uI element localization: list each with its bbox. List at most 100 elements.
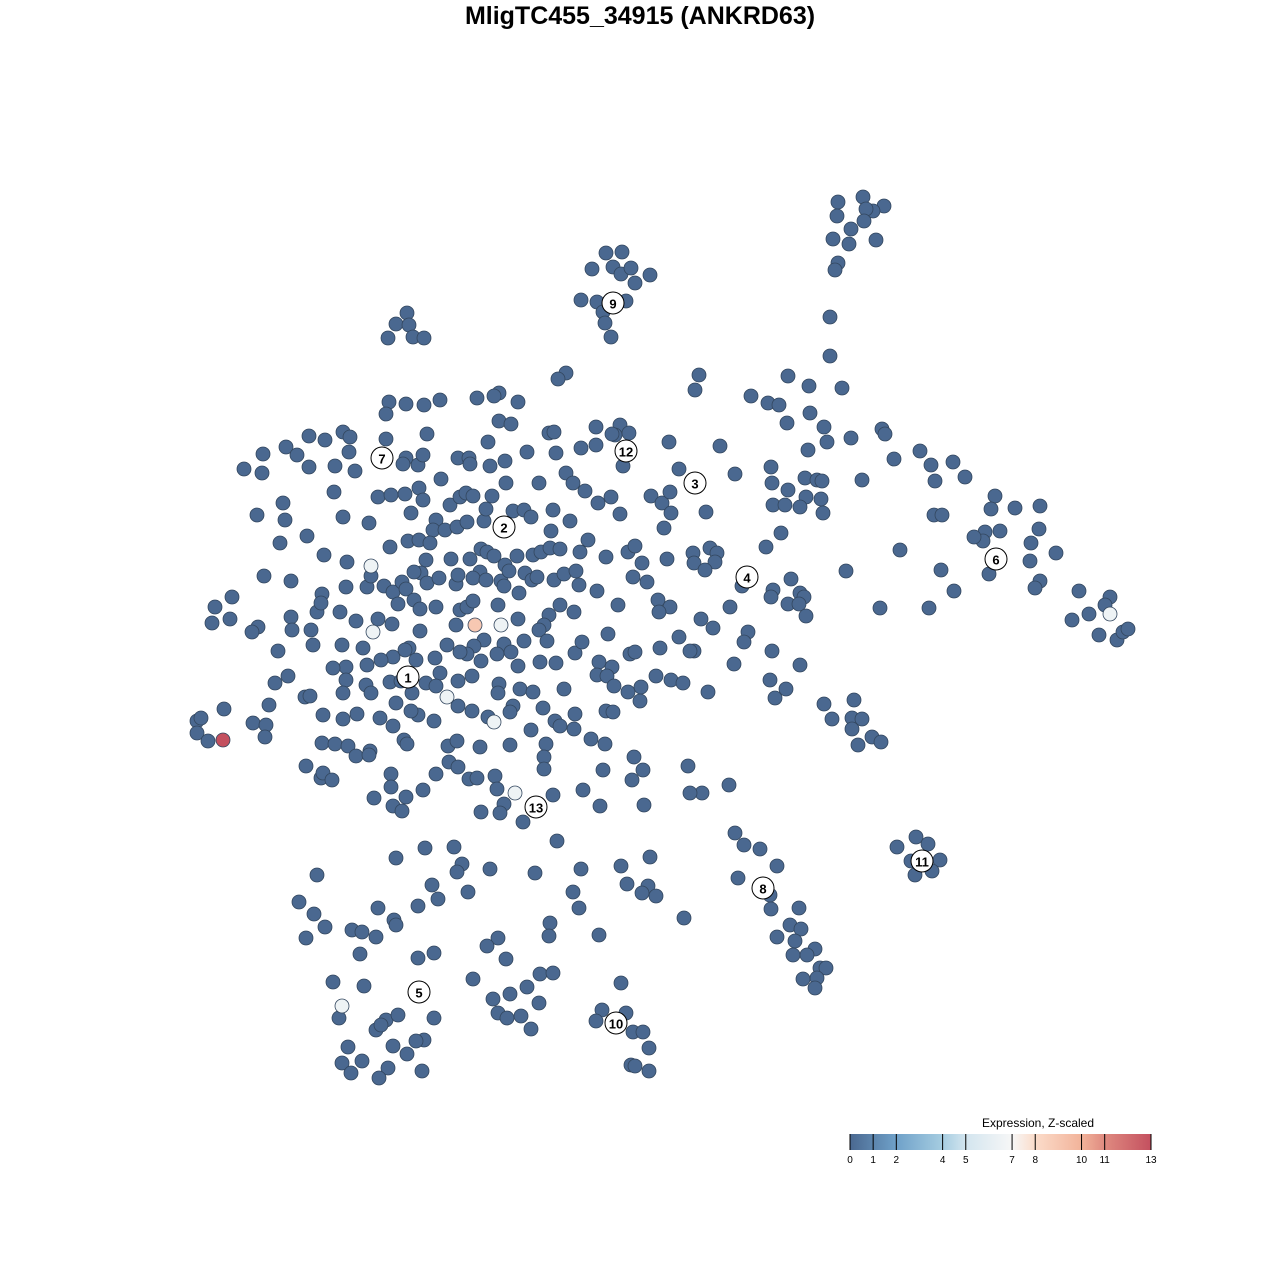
cell-point	[484, 488, 500, 504]
cell-point	[545, 965, 561, 981]
cell-point	[207, 599, 223, 615]
cell-point	[927, 473, 943, 489]
cell-point	[298, 758, 314, 774]
cell-point	[567, 645, 583, 661]
cell-point	[332, 604, 348, 620]
cell-point	[397, 642, 413, 658]
cell-point	[697, 562, 713, 578]
cell-point	[426, 945, 442, 961]
cell-point	[486, 714, 502, 730]
cell-point	[512, 681, 528, 697]
cell-point	[682, 785, 698, 801]
cell-point	[686, 555, 702, 571]
cell-point	[743, 388, 759, 404]
cell-point	[314, 735, 330, 751]
cell-point	[356, 978, 372, 994]
cell-point	[850, 737, 866, 753]
cell-point	[771, 397, 787, 413]
cell-point	[838, 563, 854, 579]
cell-point	[736, 837, 752, 853]
cell-point	[605, 704, 621, 720]
cell-point	[641, 1063, 657, 1079]
cell-point	[822, 348, 838, 364]
cell-point	[503, 644, 519, 660]
cell-point	[722, 599, 738, 615]
cell-point	[275, 495, 291, 511]
cell-point	[654, 495, 670, 511]
cell-point	[480, 434, 496, 450]
cluster-label-circle	[683, 471, 707, 495]
cell-point	[410, 950, 426, 966]
cell-point	[303, 622, 319, 638]
cell-point	[403, 505, 419, 521]
cell-point	[301, 459, 317, 475]
cell-point	[921, 600, 937, 616]
cell-point	[339, 554, 355, 570]
cell-point	[416, 330, 432, 346]
cell-point	[636, 797, 652, 813]
cell-point	[493, 617, 509, 633]
cell-point	[773, 525, 789, 541]
cell-point	[410, 898, 426, 914]
cell-point	[422, 535, 438, 551]
cell-point	[763, 459, 779, 475]
cell-point	[403, 703, 419, 719]
cell-point	[370, 489, 386, 505]
color-legend: Expression, Z-scaled 0 1 2 4 5 7 8 10 11 13	[847, 1116, 1157, 1166]
cell-point	[415, 447, 431, 463]
cell-point	[439, 689, 455, 705]
cell-point	[934, 507, 950, 523]
cell-point	[567, 706, 583, 722]
cell-point	[620, 684, 636, 700]
cell-point	[802, 405, 818, 421]
cluster-label-11: 11	[910, 849, 934, 873]
cell-point	[1023, 535, 1039, 551]
cell-point	[813, 491, 829, 507]
cell-point	[627, 644, 643, 660]
cell-point	[844, 721, 860, 737]
cell-point	[467, 617, 483, 633]
cell-point	[370, 900, 386, 916]
cell-point	[503, 416, 519, 432]
cell-point	[257, 729, 273, 745]
cell-point	[792, 657, 808, 673]
cell-point	[510, 658, 526, 674]
cell-point	[469, 770, 485, 786]
cell-point	[465, 593, 481, 609]
cell-point	[801, 378, 817, 394]
cell-point	[641, 1040, 657, 1056]
cell-point	[418, 552, 434, 568]
cell-point	[490, 930, 506, 946]
cell-point	[373, 652, 389, 668]
cell-point	[800, 442, 816, 458]
cell-point	[639, 574, 655, 590]
cell-point	[730, 870, 746, 886]
cell-point	[510, 611, 526, 627]
cell-point	[459, 514, 475, 530]
cell-point	[577, 483, 593, 499]
legend-title: Expression, Z-scaled	[982, 1116, 1094, 1130]
cell-point	[798, 608, 814, 624]
legend-tick-label: 10	[1076, 1155, 1088, 1166]
cell-point	[368, 929, 384, 945]
cell-point	[573, 861, 589, 877]
cell-point	[283, 609, 299, 625]
cell-point	[613, 975, 629, 991]
cell-point	[612, 506, 628, 522]
cell-point	[378, 406, 394, 422]
cell-point	[604, 426, 620, 442]
cell-point	[573, 440, 589, 456]
cell-point	[529, 569, 545, 585]
cell-point	[545, 502, 561, 518]
cell-point	[216, 701, 232, 717]
cell-point	[574, 634, 590, 650]
cell-point	[355, 640, 371, 656]
cell-point	[406, 564, 422, 580]
cell-point	[763, 589, 779, 605]
cell-point	[193, 710, 209, 726]
cell-point	[606, 678, 622, 694]
cell-point	[380, 1060, 396, 1076]
cell-point	[301, 428, 317, 444]
